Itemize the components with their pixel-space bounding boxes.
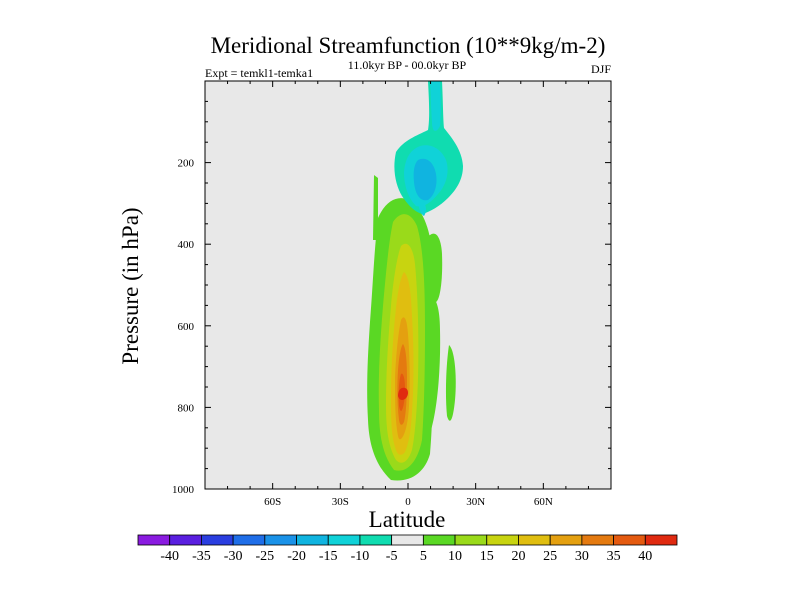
colorbar-swatch — [137, 534, 171, 546]
colorbar-label: -35 — [192, 549, 211, 564]
colorbar-label: 40 — [638, 549, 652, 564]
colorbar-swatch — [422, 534, 456, 546]
contour-level-neg15 — [413, 158, 437, 201]
colorbar-label: -30 — [224, 549, 243, 564]
y-tick-label: 1000 — [172, 484, 195, 496]
colorbar-label: 10 — [448, 549, 462, 564]
chart-title: Meridional Streamfunction (10**9kg/m-2) — [211, 33, 606, 58]
chart-subtitle-center: 11.0kyr BP - 00.0kyr BP — [348, 58, 467, 72]
contour-level-5-right-strip — [445, 345, 456, 421]
colorbar-swatch — [613, 534, 646, 546]
chart-subtitle-left: Expt = temkl1-temka1 — [205, 66, 313, 80]
colorbar-label: -10 — [351, 549, 370, 564]
colorbar-swatch — [201, 534, 234, 546]
colorbar-swatch — [549, 534, 583, 546]
colorbar-label: 35 — [607, 549, 621, 564]
colorbar-swatch — [327, 534, 361, 546]
colorbar-swatch — [518, 534, 551, 546]
contour-level-40 — [398, 387, 408, 400]
y-tick-label: 200 — [178, 158, 195, 170]
contour-level-5-tongue-a — [426, 233, 443, 302]
colorbar-label: -20 — [287, 549, 306, 564]
colorbar-label: 15 — [480, 549, 494, 564]
y-tick-label: 800 — [178, 402, 195, 414]
colorbar-label: 20 — [511, 549, 525, 564]
colorbar-label: 5 — [420, 549, 427, 564]
x-axis-ticks — [227, 81, 589, 489]
contour-level-neg10-lower — [418, 196, 426, 216]
colorbar-swatch — [232, 534, 266, 546]
x-tick-label: 30N — [466, 496, 485, 508]
colorbar-label: -40 — [160, 549, 179, 564]
y-axis-tick-labels: 200 400 600 800 1000 — [172, 158, 195, 496]
colorbar — [137, 534, 678, 546]
colorbar-swatch — [296, 534, 329, 546]
colorbar-swatch — [169, 534, 202, 546]
x-axis-tick-labels: 60S 30S 0 30N 60N — [264, 496, 553, 508]
x-tick-label: 0 — [405, 496, 411, 508]
colorbar-label: -5 — [386, 549, 398, 564]
colorbar-label: 25 — [543, 549, 557, 564]
contour-level-5-spike — [373, 175, 378, 240]
y-axis-title: Pressure (in hPa) — [118, 207, 143, 364]
x-axis-title: Latitude — [369, 507, 446, 532]
colorbar-labels: -40 -35 -30 -25 -20 -15 -10 -5 5 10 15 20 25 30 35 40 — [160, 549, 652, 564]
x-tick-label: 60S — [264, 496, 281, 508]
colorbar-label: 30 — [575, 549, 589, 564]
colorbar-swatch — [581, 534, 614, 546]
colorbar-swatch — [644, 534, 678, 546]
colorbar-swatch — [454, 534, 488, 546]
chart-subtitle-right: DJF — [591, 62, 611, 76]
colorbar-label: -15 — [319, 549, 338, 564]
colorbar-label: -25 — [255, 549, 274, 564]
y-tick-label: 400 — [178, 239, 195, 251]
y-axis-ticks — [205, 100, 611, 470]
colorbar-swatch — [359, 534, 393, 546]
colorbar-swatch — [264, 534, 297, 546]
contour-fill — [367, 81, 463, 481]
colorbar-swatch — [391, 534, 424, 546]
colorbar-swatch — [486, 534, 519, 546]
contour-level-5-tongue-b — [425, 296, 441, 430]
x-tick-label: 60N — [534, 496, 553, 508]
x-tick-label: 30S — [332, 496, 349, 508]
y-tick-label: 600 — [178, 321, 195, 333]
